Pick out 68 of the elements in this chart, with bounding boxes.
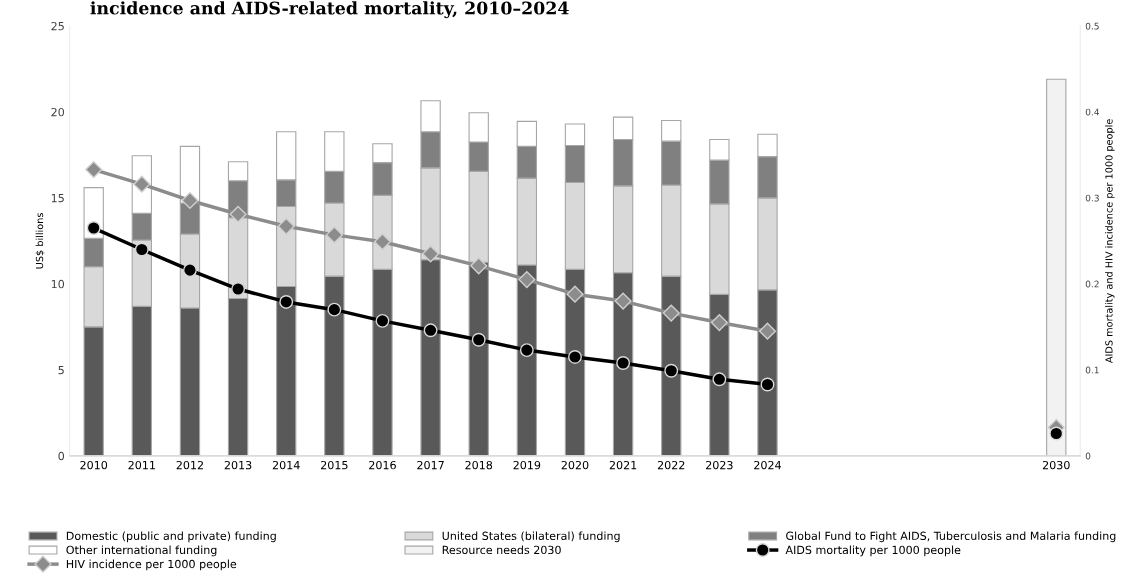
legend-label: AIDS mortality per 1000 people bbox=[785, 545, 961, 557]
bar bbox=[1046, 78, 1067, 456]
point bbox=[568, 350, 582, 364]
y-tick-label: 5 bbox=[58, 365, 64, 375]
point bbox=[614, 292, 632, 310]
point bbox=[423, 323, 438, 338]
point bbox=[422, 245, 440, 263]
point bbox=[1049, 426, 1064, 441]
y2-tick-label: 0.4 bbox=[1085, 108, 1100, 116]
point bbox=[518, 271, 536, 289]
legend-label: Other international funding bbox=[66, 545, 217, 557]
y2-axis-title: AIDS mortality and HIV incidence per 1000 people bbox=[1105, 119, 1115, 364]
legend-label: Resource needs 2030 bbox=[442, 545, 561, 555]
y-tick-label: 25 bbox=[51, 21, 64, 31]
point bbox=[760, 377, 775, 392]
point bbox=[86, 221, 101, 235]
y2-tick-label: 0 bbox=[1085, 452, 1091, 460]
point bbox=[325, 226, 343, 244]
legend-label: Global Fund to Fight AIDS, Tuberculosis and Malaria funding bbox=[786, 531, 1116, 543]
y-tick-label: 20 bbox=[51, 107, 65, 117]
x-tick-label: 2015 bbox=[321, 460, 348, 470]
point bbox=[327, 302, 342, 317]
x-tick-label: 2011 bbox=[128, 460, 155, 470]
point bbox=[277, 217, 295, 235]
y-tick-label: 0 bbox=[58, 451, 65, 461]
point bbox=[183, 263, 197, 278]
x-tick-label: 2023 bbox=[706, 460, 733, 470]
y-tick-label: 15 bbox=[51, 194, 64, 203]
y-tick-label: 10 bbox=[51, 279, 65, 289]
x-tick-label: 2014 bbox=[272, 460, 300, 470]
y2-tick-label: 0.5 bbox=[1085, 22, 1099, 30]
x-tick-label: 2016 bbox=[369, 460, 396, 470]
y2-tick-label: 0.3 bbox=[1085, 194, 1099, 202]
point bbox=[279, 294, 294, 309]
x-tick-label: 2019 bbox=[513, 460, 541, 470]
point bbox=[519, 343, 534, 358]
x-tick-label: 2013 bbox=[224, 460, 252, 470]
point bbox=[616, 356, 631, 370]
x-tick-label: 2017 bbox=[417, 460, 444, 470]
point bbox=[470, 257, 488, 275]
x-tick-label: 2024 bbox=[754, 460, 782, 470]
point bbox=[231, 282, 246, 296]
point bbox=[85, 160, 103, 179]
point bbox=[710, 314, 728, 332]
point bbox=[375, 313, 390, 328]
x-tick-label: 2021 bbox=[609, 460, 637, 470]
point bbox=[712, 372, 727, 387]
point bbox=[181, 191, 199, 210]
y-axis-title: US$ billions bbox=[35, 213, 45, 269]
point bbox=[662, 304, 680, 322]
x-tick-label: 2020 bbox=[561, 460, 589, 470]
x-tick-label: 2022 bbox=[657, 460, 685, 470]
chart-title: incidence and AIDS-related mortality, 2010–2024 bbox=[90, 1, 569, 19]
x-tick-label: 2012 bbox=[176, 460, 203, 470]
point bbox=[471, 332, 486, 347]
point bbox=[229, 205, 247, 223]
legend-label: United States (bilateral) funding bbox=[442, 531, 620, 543]
y2-tick-label: 0.1 bbox=[1085, 366, 1099, 374]
x-tick-label: 2030 bbox=[1042, 460, 1070, 470]
x-tick-label: 2010 bbox=[80, 460, 108, 470]
point bbox=[758, 322, 777, 340]
point bbox=[134, 242, 149, 257]
y2-tick-label: 0.2 bbox=[1085, 280, 1099, 288]
legend-label: Domestic (public and private) funding bbox=[66, 531, 276, 543]
x-tick-label: 2018 bbox=[465, 460, 493, 470]
legend-label: HIV incidence per 1000 people bbox=[66, 559, 237, 571]
point bbox=[566, 285, 584, 303]
point bbox=[664, 363, 679, 378]
